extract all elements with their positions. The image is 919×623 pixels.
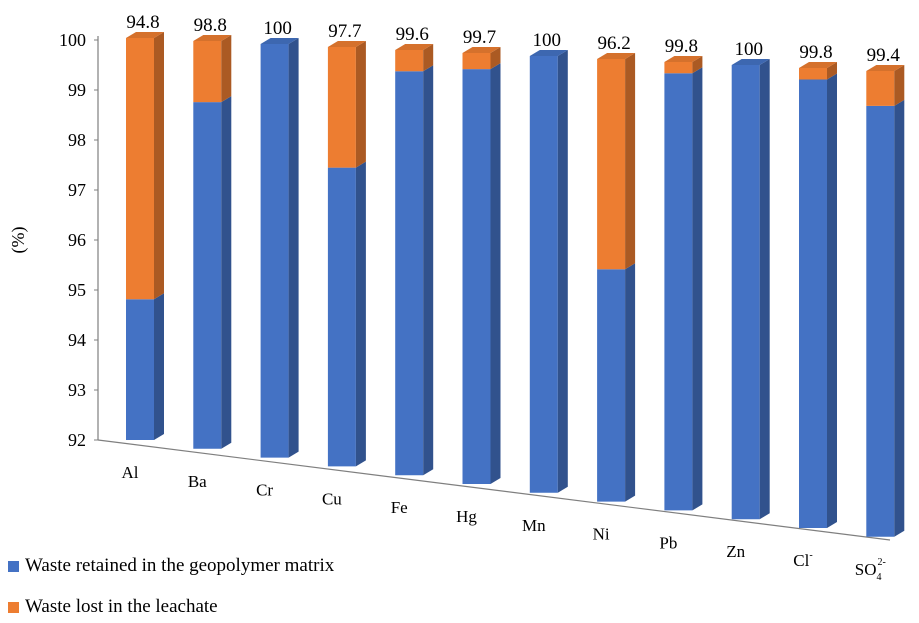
bar-top-face bbox=[731, 59, 770, 65]
bar-leachate bbox=[664, 62, 693, 74]
legend-label-retained: Waste retained in the geopolymer matrix bbox=[25, 555, 335, 576]
bar-retained-side bbox=[423, 65, 434, 476]
y-tick-label: 99 bbox=[68, 80, 86, 100]
x-tick-label: Al bbox=[122, 463, 139, 482]
bar-retained-side bbox=[288, 38, 299, 458]
chart-bars bbox=[126, 32, 905, 537]
x-tick-label: Cr bbox=[256, 481, 273, 500]
x-tick-label: Zn bbox=[726, 542, 745, 561]
y-tick-label: 94 bbox=[68, 330, 86, 350]
legend-label-leachate: Waste lost in the leachate bbox=[25, 596, 218, 617]
data-label: 100 bbox=[533, 30, 562, 51]
bar-retained bbox=[327, 167, 356, 467]
x-tick-label: Hg bbox=[456, 507, 477, 526]
bar-retained-side bbox=[625, 263, 636, 502]
y-tick-label: 95 bbox=[68, 280, 86, 300]
chart-labels: 94.8 Al 98.8 Ba 100 Cr 97.7 Cu 99.6 Fe 99.7 Hg 100 Mn… bbox=[122, 12, 901, 583]
bar-retained bbox=[462, 69, 491, 484]
bar-leachate bbox=[193, 41, 222, 103]
bar-retained bbox=[529, 56, 558, 493]
bar-leachate bbox=[866, 71, 895, 106]
bar-leachate-side bbox=[355, 41, 366, 168]
bar-retained-side bbox=[692, 67, 703, 511]
x-tick-label: Ba bbox=[188, 472, 207, 491]
y-tick-label: 98 bbox=[68, 130, 86, 150]
x-tick-label: SO42- bbox=[855, 557, 886, 583]
x-axis-line bbox=[97, 439, 891, 541]
data-label: 96.2 bbox=[597, 33, 630, 54]
data-label: 99.6 bbox=[396, 24, 429, 45]
bar-leachate bbox=[462, 53, 491, 70]
bar-top-face bbox=[327, 41, 366, 47]
bar-leachate-side bbox=[154, 32, 164, 300]
bar-retained-side bbox=[154, 293, 164, 440]
bar-retained bbox=[799, 79, 827, 528]
bar-leachate bbox=[327, 47, 356, 168]
bar-retained bbox=[193, 102, 222, 449]
data-label: 99.4 bbox=[867, 45, 901, 66]
bar-retained bbox=[866, 105, 895, 537]
bar-retained-side bbox=[759, 59, 770, 520]
bar-retained-side bbox=[557, 50, 568, 493]
x-tick-label: Mn bbox=[522, 516, 546, 535]
bar-retained-side bbox=[827, 73, 837, 528]
legend-item-retained: Waste retained in the geopolymer matrix bbox=[8, 555, 334, 577]
data-label: 100 bbox=[734, 39, 763, 60]
legend-item-leachate: Waste lost in the leachate bbox=[8, 596, 218, 618]
y-axis-title: (%) bbox=[8, 227, 29, 254]
y-tick-label: 92 bbox=[68, 430, 86, 450]
bar-retained-side bbox=[355, 161, 366, 467]
bar-top-face bbox=[664, 56, 703, 62]
bar-leachate bbox=[799, 68, 827, 80]
x-tick-label: Cu bbox=[322, 489, 342, 508]
bar-leachate bbox=[597, 59, 626, 270]
legend-swatch-leachate bbox=[8, 601, 19, 613]
data-label: 98.8 bbox=[194, 15, 227, 36]
bar-retained-side bbox=[894, 99, 905, 537]
data-label: 97.7 bbox=[328, 21, 361, 42]
bar-retained bbox=[395, 71, 424, 476]
bar-leachate-side bbox=[221, 35, 232, 103]
x-tick-label: Ni bbox=[593, 525, 610, 544]
bar-top-face bbox=[529, 50, 568, 56]
x-tick-label: Pb bbox=[659, 533, 677, 552]
data-label: 99.7 bbox=[463, 27, 496, 48]
y-tick-label: 97 bbox=[68, 180, 86, 200]
bar-leachate-side bbox=[423, 44, 434, 72]
bar-leachate bbox=[126, 38, 154, 300]
bar-retained bbox=[260, 44, 289, 458]
bar-top-face bbox=[799, 62, 837, 68]
data-label: 100 bbox=[263, 18, 292, 39]
legend-swatch-retained bbox=[8, 560, 19, 572]
y-tick-label: 100 bbox=[59, 30, 86, 50]
data-label: 99.8 bbox=[665, 36, 698, 57]
bar-top-face bbox=[193, 35, 232, 41]
bar-top-face bbox=[126, 32, 164, 38]
bar-retained bbox=[664, 73, 693, 511]
bar-retained bbox=[731, 65, 760, 520]
x-tick-label: Cl- bbox=[793, 550, 812, 570]
bar-leachate-side bbox=[827, 62, 837, 80]
data-label: 94.8 bbox=[126, 12, 159, 33]
bar-top-face bbox=[260, 38, 299, 44]
y-tick-label: 96 bbox=[68, 230, 86, 250]
bar-top-face bbox=[395, 44, 434, 50]
bar-leachate bbox=[395, 50, 424, 72]
bar-leachate-side bbox=[490, 47, 501, 70]
x-tick-label: Fe bbox=[391, 498, 408, 517]
bar-retained bbox=[597, 269, 626, 502]
chart-axes: 92 93 94 95 96 97 98 99 100 (%) bbox=[8, 30, 891, 541]
bar-retained-side bbox=[490, 63, 501, 484]
bar-top-face bbox=[462, 47, 501, 53]
bar-leachate-side bbox=[625, 53, 636, 270]
bar-top-face bbox=[597, 53, 636, 59]
data-label: 99.8 bbox=[799, 42, 832, 63]
bar-top-face bbox=[866, 65, 905, 71]
bar-retained bbox=[126, 299, 154, 440]
bar-leachate-side bbox=[692, 56, 703, 74]
bar-retained-side bbox=[221, 96, 232, 449]
y-tick-label: 93 bbox=[68, 380, 86, 400]
bar-leachate-side bbox=[894, 65, 905, 106]
